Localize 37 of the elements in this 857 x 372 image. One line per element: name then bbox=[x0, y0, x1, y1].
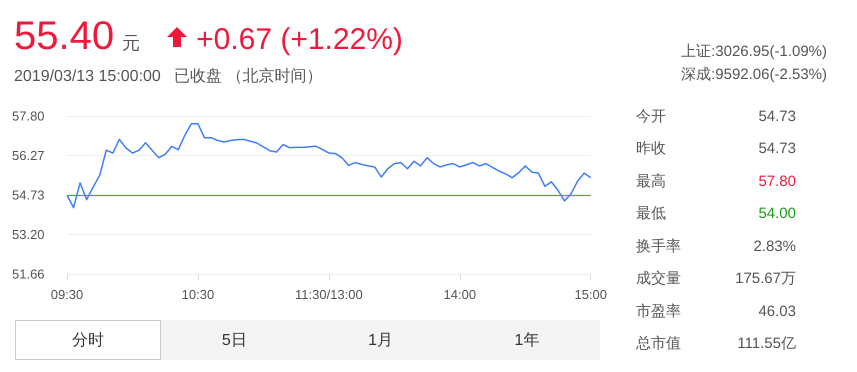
y-tick-label: 57.80 bbox=[12, 108, 45, 124]
y-tick-label: 54.73 bbox=[12, 188, 45, 202]
x-tick-label: 15:00 bbox=[574, 287, 608, 302]
line-series bbox=[66, 122, 592, 208]
text: 54.00 bbox=[758, 205, 796, 222]
x-tick-label: 09:30 bbox=[50, 287, 84, 302]
y-tick-label: 53.20 bbox=[12, 226, 45, 242]
text: 54.73 bbox=[758, 108, 796, 125]
text: 46.03 bbox=[758, 302, 796, 320]
text: +0.67 (+1.22%) bbox=[196, 23, 403, 57]
text: 最低 bbox=[636, 204, 666, 224]
text: 1月 bbox=[308, 320, 454, 360]
text: 最高 bbox=[636, 172, 666, 191]
text: 成交量 bbox=[636, 269, 681, 288]
text: 175.67万 bbox=[735, 269, 796, 288]
text: 分时 bbox=[15, 320, 162, 360]
text: 昨收 bbox=[636, 139, 666, 158]
x-tick-label: 14:00 bbox=[444, 287, 476, 302]
text: 换手率 bbox=[636, 236, 681, 256]
text: 57.80 bbox=[758, 172, 796, 190]
x-tick-label: 10:30 bbox=[182, 287, 214, 302]
text: 2.83% bbox=[753, 238, 796, 255]
text: 54.73 bbox=[758, 140, 796, 158]
chart-subtitle: 2019/03/13 15:00:00 已收盘 （北京时间） bbox=[14, 66, 323, 87]
text: 上证:3026.95(-1.09%) bbox=[681, 42, 827, 62]
y-tick-label: 56.27 bbox=[12, 148, 45, 163]
text: 总市值 bbox=[636, 334, 681, 354]
x-tick-label: 11:30/13:00 bbox=[295, 287, 363, 302]
text: 1年 bbox=[454, 320, 600, 360]
text: 今开 bbox=[636, 106, 666, 126]
text: 市盈率 bbox=[636, 302, 681, 321]
text: 元 bbox=[122, 32, 140, 55]
text: 5日 bbox=[161, 320, 308, 360]
text: 深成:9592.06(-2.53%) bbox=[681, 65, 827, 85]
text: 111.55亿 bbox=[737, 334, 796, 354]
y-tick-label: 51.66 bbox=[12, 266, 45, 282]
chart-title: 55.40 bbox=[14, 14, 114, 59]
